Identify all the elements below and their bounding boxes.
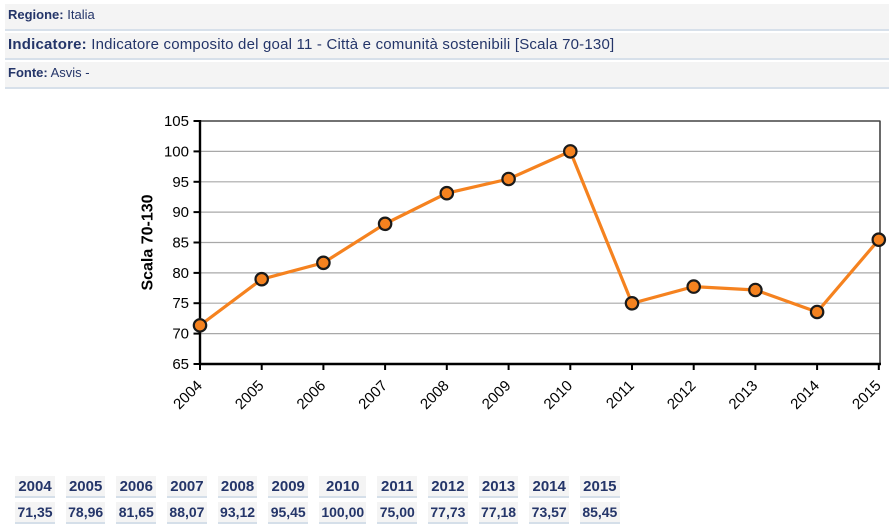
svg-text:90: 90 [172, 204, 189, 221]
svg-text:2013: 2013 [726, 377, 762, 413]
svg-text:2007: 2007 [355, 377, 391, 413]
svg-text:85: 85 [172, 235, 189, 252]
svg-text:2009: 2009 [479, 377, 515, 413]
svg-text:Scala 70-130: Scala 70-130 [139, 194, 156, 290]
svg-text:95: 95 [172, 174, 189, 191]
svg-text:2014: 2014 [787, 377, 823, 413]
svg-text:2010: 2010 [541, 377, 577, 413]
svg-text:80: 80 [172, 265, 189, 282]
svg-text:2012: 2012 [664, 377, 700, 413]
svg-text:2004: 2004 [170, 377, 206, 413]
svg-text:75: 75 [172, 295, 189, 312]
svg-text:105: 105 [164, 113, 189, 130]
svg-text:2005: 2005 [232, 377, 268, 413]
svg-text:2011: 2011 [603, 377, 638, 412]
svg-text:65: 65 [172, 356, 189, 373]
svg-text:100: 100 [164, 143, 189, 160]
svg-text:2006: 2006 [294, 377, 330, 413]
svg-text:2015: 2015 [849, 377, 885, 413]
svg-text:70: 70 [172, 326, 189, 343]
svg-text:2008: 2008 [417, 377, 453, 413]
